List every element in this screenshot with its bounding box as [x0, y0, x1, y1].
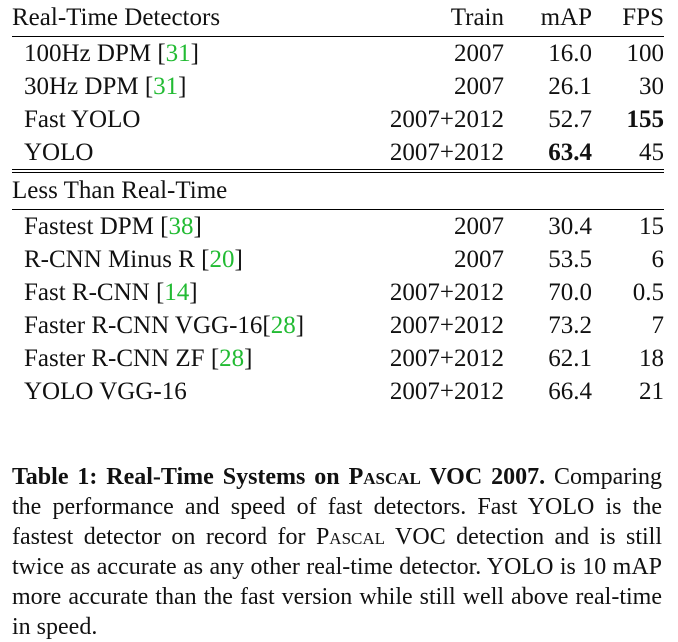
row-fps: 6	[651, 246, 665, 273]
row-name: Faster R-CNN VGG-16[28]	[24, 312, 305, 339]
row-map: 16.0	[548, 40, 592, 67]
table-row: Fastest DPM [38] 2007 30.4 15	[12, 210, 664, 244]
row-train: 2007+2012	[389, 378, 504, 405]
citation-link[interactable]: 31	[153, 73, 179, 100]
row-map: 53.5	[548, 246, 592, 273]
header-row: Real-Time Detectors Train mAP FPS	[12, 0, 664, 37]
row-map: 73.2	[548, 312, 592, 339]
row-train: 2007+2012	[348, 136, 504, 173]
header-train: Train	[348, 0, 504, 37]
row-map: 70.0	[548, 279, 592, 306]
row-train: 2007+2012	[389, 106, 504, 133]
row-map-best: 63.4	[504, 136, 592, 173]
row-train: 2007+2012	[389, 279, 504, 306]
row-fps: 7	[651, 312, 665, 339]
caption-label: Table 1: Real-Time Systems on Pascal VOC…	[12, 464, 546, 490]
table-row: 30Hz DPM [31] 2007 26.1 30	[12, 70, 664, 103]
table-caption: Table 1: Real-Time Systems on Pascal VOC…	[12, 462, 662, 642]
table-row: 100Hz DPM [31] 2007 16.0 100	[12, 37, 664, 71]
row-name: YOLO	[12, 136, 348, 173]
row-fps: 0.5	[632, 279, 664, 306]
citation-link[interactable]: 38	[168, 213, 194, 240]
citation-link[interactable]: 28	[219, 345, 245, 372]
table-row: Faster R-CNN ZF [28] 2007+2012 62.1 18	[12, 342, 664, 375]
row-fps-best: 155	[626, 106, 665, 133]
citation: [31]	[144, 73, 187, 100]
row-map: 62.1	[548, 345, 592, 372]
row-train: 2007+2012	[389, 345, 504, 372]
citation: [38]	[160, 213, 202, 240]
row-map: 66.4	[548, 378, 592, 405]
table-row: R-CNN Minus R [20] 2007 53.5 6	[12, 243, 664, 276]
citation-link[interactable]: 14	[164, 279, 190, 306]
table-row: Fast R-CNN [14] 2007+2012 70.0 0.5	[12, 276, 664, 309]
results-table: Real-Time Detectors Train mAP FPS 100Hz …	[12, 0, 664, 408]
row-fps: 21	[639, 378, 664, 405]
citation: [28]	[262, 312, 305, 339]
table-row: Fast YOLO 2007+2012 52.7 155	[12, 103, 664, 136]
row-train: 2007	[454, 213, 504, 240]
row-map: 52.7	[548, 106, 592, 133]
citation-link[interactable]: 28	[270, 312, 296, 339]
header-fps: FPS	[592, 0, 664, 37]
section-row: Less Than Real-Time	[12, 171, 664, 210]
results-table-container: Real-Time Detectors Train mAP FPS 100Hz …	[12, 0, 664, 408]
row-fps: 100	[626, 40, 665, 67]
row-name: Fast YOLO	[24, 106, 141, 133]
citation: [20]	[201, 246, 243, 273]
row-fps: 15	[639, 213, 664, 240]
row-name: 100Hz DPM [31]	[24, 40, 199, 67]
row-name: YOLO VGG-16	[24, 378, 187, 405]
row-fps: 45	[592, 136, 664, 173]
row-train: 2007	[454, 40, 504, 67]
citation-link[interactable]: 31	[165, 40, 191, 67]
row-train: 2007+2012	[389, 312, 504, 339]
caption-text: Comparing the performance and speed of f…	[12, 464, 662, 550]
caption-text-smallcaps: Pascal	[315, 524, 386, 550]
row-map: 26.1	[548, 73, 592, 100]
citation: [14]	[155, 279, 198, 306]
row-train: 2007	[454, 246, 504, 273]
row-train: 2007	[454, 73, 504, 100]
table-row: Faster R-CNN VGG-16[28] 2007+2012 73.2 7	[12, 309, 664, 342]
caption-text: VOC detection and is still twice as accu…	[12, 524, 662, 640]
table-row: YOLO VGG-16 2007+2012 66.4 21	[12, 375, 664, 408]
citation: [31]	[157, 40, 199, 67]
row-name: Fast R-CNN [14]	[24, 279, 198, 306]
row-fps: 18	[639, 345, 664, 372]
row-map: 30.4	[548, 213, 592, 240]
row-name: Fastest DPM [38]	[24, 213, 202, 240]
row-name: R-CNN Minus R [20]	[24, 246, 243, 273]
table-row: YOLO 2007+2012 63.4 45	[12, 136, 664, 173]
row-fps: 30	[639, 73, 664, 100]
header-map: mAP	[504, 0, 592, 37]
row-name: 30Hz DPM [31]	[24, 73, 187, 100]
section-label-less-than-real-time: Less Than Real-Time	[12, 171, 664, 210]
citation-link[interactable]: 20	[209, 246, 235, 273]
section-label-real-time: Real-Time Detectors	[12, 0, 348, 37]
row-name: Faster R-CNN ZF [28]	[24, 345, 253, 372]
citation: [28]	[210, 345, 253, 372]
